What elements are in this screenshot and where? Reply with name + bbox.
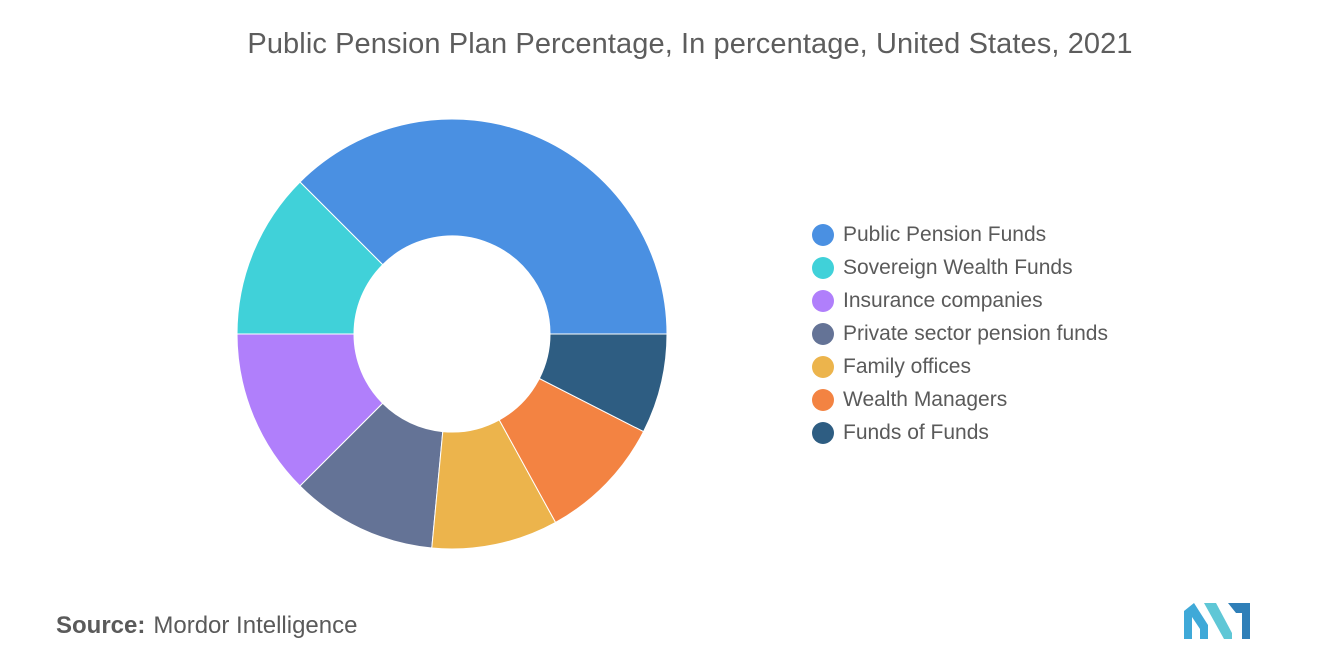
legend-swatch-icon (812, 388, 834, 411)
source-label: Source: (56, 612, 146, 639)
donut-slice-funds-of-funds (538, 333, 668, 433)
legend-swatch-icon (812, 421, 834, 444)
legend-label: Sovereign Wealth Funds (843, 255, 1073, 279)
legend-label: Insurance companies (843, 288, 1043, 312)
legend-label: Private sector pension funds (843, 321, 1108, 345)
legend-label: Family offices (843, 354, 971, 378)
brand-logo-icon (1184, 603, 1250, 639)
donut-slice-public-pension-funds (299, 118, 668, 335)
source-text: Mordor Intelligence (153, 612, 358, 639)
legend-swatch-icon (812, 289, 834, 312)
legend-swatch-icon (812, 256, 834, 279)
legend-label: Wealth Managers (843, 387, 1008, 411)
legend-item: Sovereign Wealth Funds (812, 251, 1108, 284)
legend-item: Insurance companies (812, 284, 1108, 317)
legend-swatch-icon (812, 223, 834, 246)
legend-item: Wealth Managers (812, 383, 1108, 416)
legend: Public Pension Funds Sovereign Wealth Fun… (812, 218, 1108, 449)
legend-label: Funds of Funds (843, 420, 989, 444)
legend-label: Public Pension Funds (843, 222, 1047, 246)
legend-swatch-icon (812, 355, 834, 378)
legend-item: Funds of Funds (812, 416, 1108, 449)
source-note: Source: Mordor Intelligence (56, 612, 357, 640)
legend-item: Private sector pension funds (812, 317, 1108, 350)
legend-item: Family offices (812, 350, 1108, 383)
chart-title: Public Pension Plan Percentage, In perce… (247, 28, 1133, 60)
legend-item: Public Pension Funds (812, 218, 1108, 251)
legend-swatch-icon (812, 322, 834, 345)
